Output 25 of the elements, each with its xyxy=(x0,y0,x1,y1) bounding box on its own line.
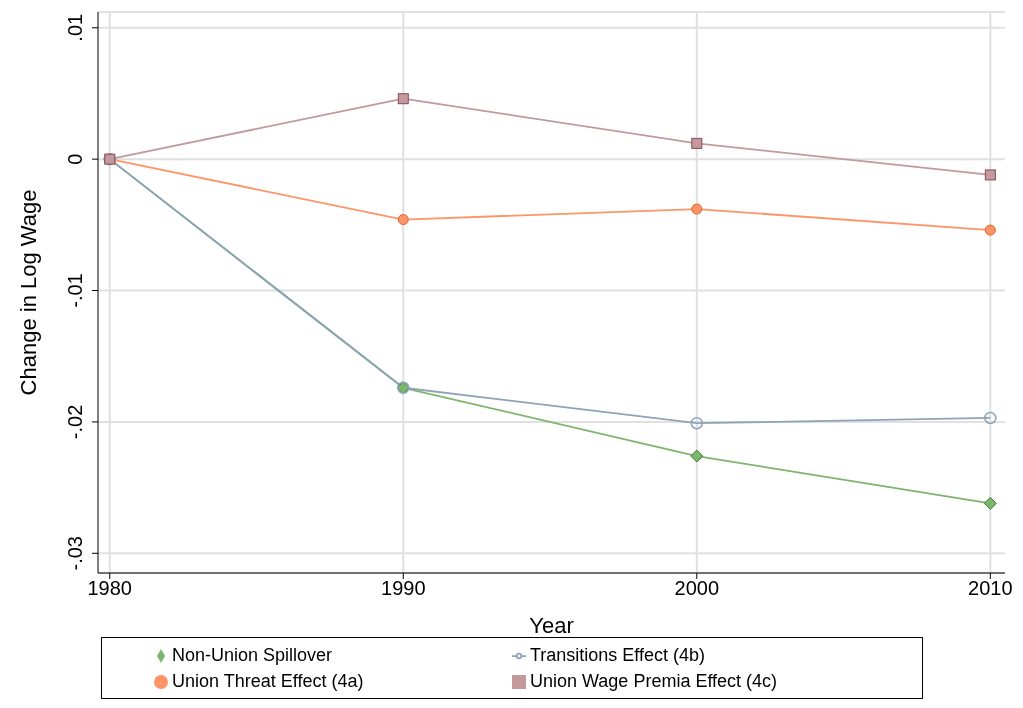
point xyxy=(397,93,409,105)
point xyxy=(984,224,996,236)
x-tick-label: 1990 xyxy=(381,577,426,600)
y-axis-title: Change in Log Wage xyxy=(15,189,41,396)
legend-label: Transitions Effect (4b) xyxy=(530,644,707,667)
y-tick-label: -.03 xyxy=(64,536,86,571)
x-tick-label: 2010 xyxy=(968,577,1013,600)
point xyxy=(397,214,409,226)
legend-label: Non-Union Spillover xyxy=(172,644,334,667)
point xyxy=(691,203,703,215)
point xyxy=(984,411,997,425)
point xyxy=(983,496,997,510)
y-tick-label: -.02 xyxy=(64,404,86,440)
legend-label: Union Wage Premia Effect (4c) xyxy=(530,670,779,693)
y-tick-label: 0 xyxy=(64,153,86,165)
point xyxy=(690,449,704,463)
y-tick-label: -.01 xyxy=(64,273,86,308)
x-tick-label: 2000 xyxy=(674,577,720,600)
x-tick-label: 1980 xyxy=(87,577,132,600)
point xyxy=(691,137,703,149)
legend-label: Union Threat Effect (4a) xyxy=(172,670,365,693)
point xyxy=(984,169,996,181)
x-axis-title: Year xyxy=(529,613,574,638)
y-tick-label: .01 xyxy=(64,13,86,42)
point xyxy=(690,416,704,430)
